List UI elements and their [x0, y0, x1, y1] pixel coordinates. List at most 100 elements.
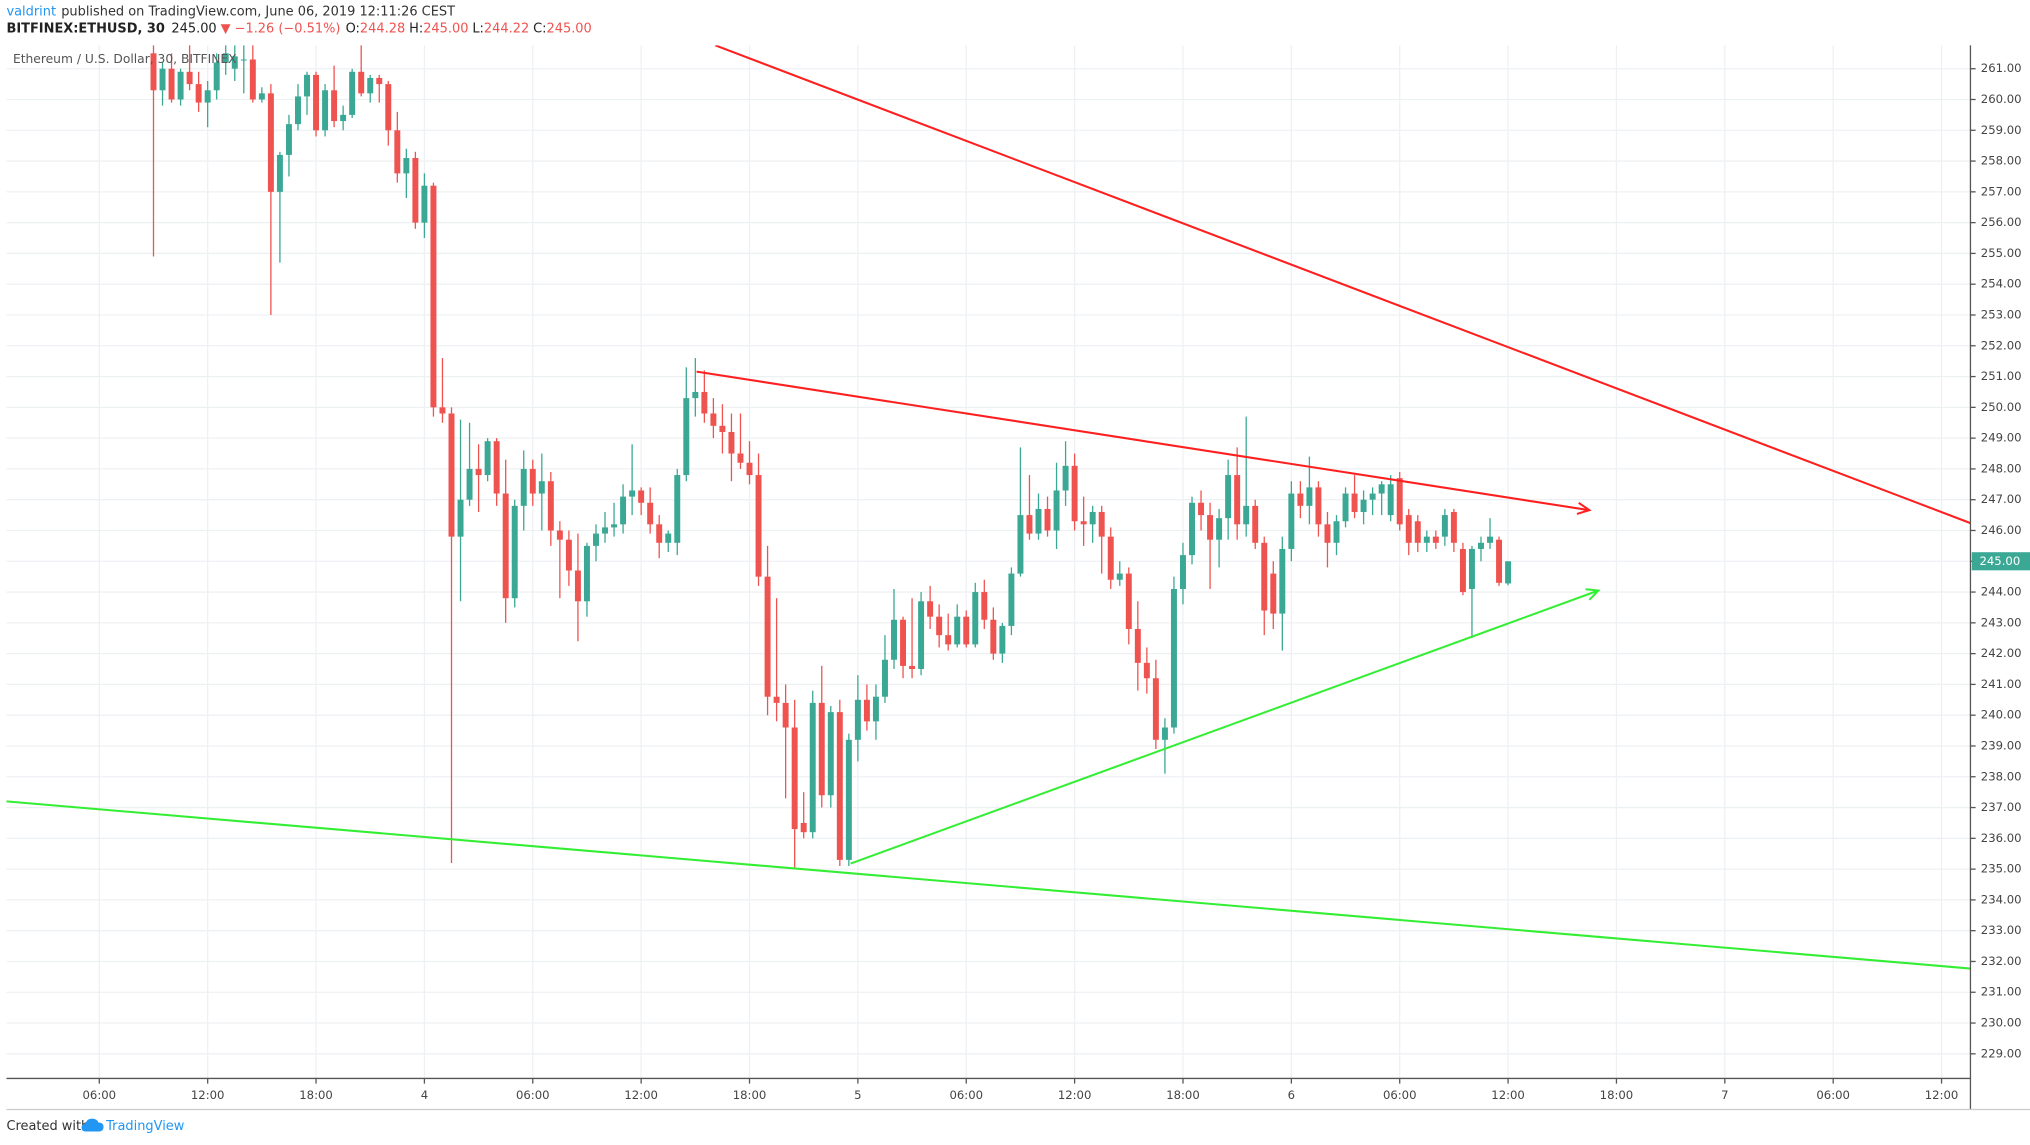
candle-body	[755, 475, 762, 577]
x-tick-label: 18:00	[733, 1088, 767, 1102]
candle-body	[1496, 539, 1503, 583]
candle-body	[972, 592, 979, 645]
x-tick-label: 12:00	[1058, 1088, 1092, 1102]
y-tick-label: 250.00	[1981, 400, 2022, 414]
candle-body	[692, 391, 699, 399]
candle-body	[276, 154, 283, 192]
candle-body	[1478, 542, 1484, 549]
candle-body	[764, 576, 771, 697]
candle-body	[854, 699, 861, 740]
high-value: 245.00	[423, 21, 468, 36]
x-tick-label: 12:00	[624, 1088, 658, 1102]
candle-body	[385, 84, 392, 131]
candle-body	[430, 185, 437, 408]
y-tick-label: 242.00	[1981, 646, 2022, 660]
candle-body	[683, 398, 690, 476]
candle-body	[520, 468, 527, 506]
candle-body	[1270, 573, 1277, 614]
candle-body	[719, 425, 726, 432]
candle-body	[439, 407, 446, 414]
candle-body	[963, 616, 970, 645]
footer-created: Created with	[6, 1119, 89, 1134]
candle-body	[954, 616, 961, 645]
candle-body	[845, 739, 852, 860]
candle-body	[620, 496, 627, 525]
candle-body	[475, 468, 482, 476]
x-tick-label: 18:00	[299, 1088, 333, 1102]
x-tick-label: 12:00	[191, 1088, 225, 1102]
candle-body	[1405, 515, 1412, 543]
candle-body	[502, 493, 509, 599]
candle-body	[1333, 521, 1340, 543]
candle-body	[1225, 475, 1232, 519]
candle-body	[936, 616, 943, 636]
y-tick-label: 229.00	[1981, 1046, 2022, 1060]
candle-body	[1071, 465, 1078, 522]
price: 245.00	[171, 21, 216, 36]
y-tick-label: 260.00	[1981, 92, 2022, 106]
candle-body	[583, 545, 590, 602]
candle-body	[511, 505, 518, 599]
x-tick-label: 6	[1288, 1088, 1295, 1102]
x-tick-label: 12:00	[1925, 1088, 1959, 1102]
candle-body	[358, 71, 365, 94]
y-tick-label: 248.00	[1981, 461, 2022, 475]
candle-body	[213, 62, 220, 91]
x-tick-label: 18:00	[1166, 1088, 1200, 1102]
y-tick-label: 238.00	[1981, 769, 2022, 783]
candle-body	[1432, 536, 1439, 543]
candle-body	[881, 659, 888, 697]
last-price-label: 245.00	[1980, 554, 2021, 568]
candle-body	[710, 413, 717, 426]
y-tick-label: 259.00	[1981, 123, 2022, 137]
candle-body	[909, 665, 916, 670]
candle-body	[701, 391, 708, 414]
candle-body	[340, 114, 347, 122]
candle-body	[1107, 536, 1114, 580]
candle-body	[863, 699, 870, 722]
candle-body	[1468, 548, 1475, 589]
candle-body	[1369, 493, 1376, 500]
candle-body	[1441, 515, 1448, 537]
x-tick-label: 06:00	[949, 1088, 983, 1102]
x-tick-label: 7	[1721, 1088, 1728, 1102]
y-tick-label: 251.00	[1981, 369, 2022, 383]
x-tick-label: 06:00	[516, 1088, 550, 1102]
y-tick-label: 234.00	[1981, 892, 2022, 906]
candle-body	[791, 727, 798, 830]
candle-body	[773, 696, 780, 703]
candle-body	[990, 619, 997, 654]
candle-body	[1487, 536, 1493, 543]
candle-body	[945, 635, 952, 645]
candle-body	[421, 185, 428, 223]
y-tick-label: 244.00	[1981, 585, 2022, 599]
candle-body	[1315, 487, 1322, 525]
candle-body	[1170, 588, 1177, 728]
candle-body	[1116, 573, 1123, 580]
candle-body	[1306, 487, 1313, 506]
candle-body	[1080, 521, 1087, 525]
candle-body	[466, 468, 473, 500]
candle-body	[1216, 518, 1223, 540]
candle-body	[412, 157, 419, 223]
x-tick-label: 06:00	[1816, 1088, 1850, 1102]
candle-body	[240, 59, 247, 61]
candle-body	[836, 712, 843, 860]
candle-body	[1234, 475, 1241, 525]
y-tick-label: 243.00	[1981, 615, 2022, 629]
candle-body	[322, 90, 329, 131]
candle-body	[1243, 505, 1250, 525]
candle-body	[872, 696, 879, 722]
candle-body	[782, 702, 789, 728]
y-tick-label: 257.00	[1981, 184, 2022, 198]
candle-body	[547, 481, 554, 531]
candle-body	[800, 822, 807, 833]
candle-body	[150, 53, 157, 91]
y-tick-label: 231.00	[1981, 985, 2022, 999]
candle-body	[1134, 628, 1141, 663]
y-tick-label: 236.00	[1981, 831, 2022, 845]
published: published on TradingView.com, June 06, 2…	[61, 4, 455, 19]
candle-body	[746, 462, 753, 476]
candle-body	[1360, 499, 1367, 513]
candle-body	[981, 592, 988, 620]
